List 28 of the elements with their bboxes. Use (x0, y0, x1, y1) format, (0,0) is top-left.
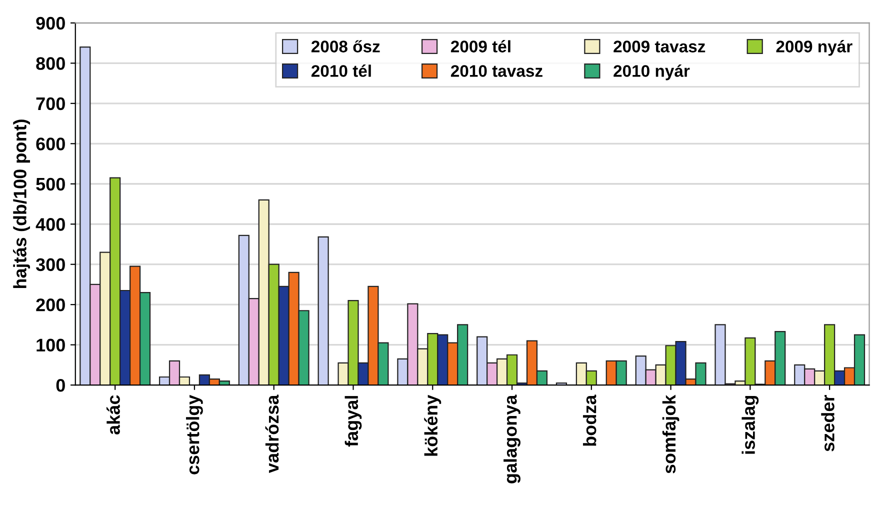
x-tick-label: somfajok (662, 394, 680, 474)
legend-label: 2010 nyár (614, 64, 690, 80)
x-tick-label: akác (106, 395, 120, 434)
x-tick-label: csertölgy (186, 394, 203, 474)
x-tick-label: fagyal (344, 396, 362, 447)
y-axis-title: hajtás (db/100 pont) (13, 120, 30, 288)
legend-label: 2009 nyár (776, 40, 852, 56)
legend-label: 2008 ősz (311, 40, 380, 52)
y-tick-label: 800 (36, 57, 65, 70)
y-tick-label: 300 (36, 258, 65, 272)
x-tick-label: iszalag (742, 396, 759, 454)
y-tick-label: 700 (36, 97, 65, 110)
x-tick-label: szeder (821, 395, 834, 452)
y-tick-label: 900 (36, 16, 65, 30)
x-tick-label: bodza (582, 394, 596, 446)
y-tick-label: 500 (36, 178, 65, 191)
x-tick-label: galagonya (504, 394, 520, 484)
legend-label: 2010 tavasz (450, 65, 542, 77)
legend-label: 2009 tavasz (614, 40, 706, 52)
legend-label: 2009 tél (450, 40, 510, 52)
y-tick-label: 600 (36, 138, 65, 150)
y-tick-label: 400 (36, 218, 65, 231)
legend-label: 2010 tél (311, 64, 371, 77)
y-tick-label: 200 (36, 298, 65, 312)
y-tick-label: 0 (56, 378, 65, 392)
x-tick-label: kökény (424, 394, 442, 456)
y-tick-label: 100 (36, 338, 65, 352)
x-tick-label: vadrózsa (265, 394, 279, 473)
